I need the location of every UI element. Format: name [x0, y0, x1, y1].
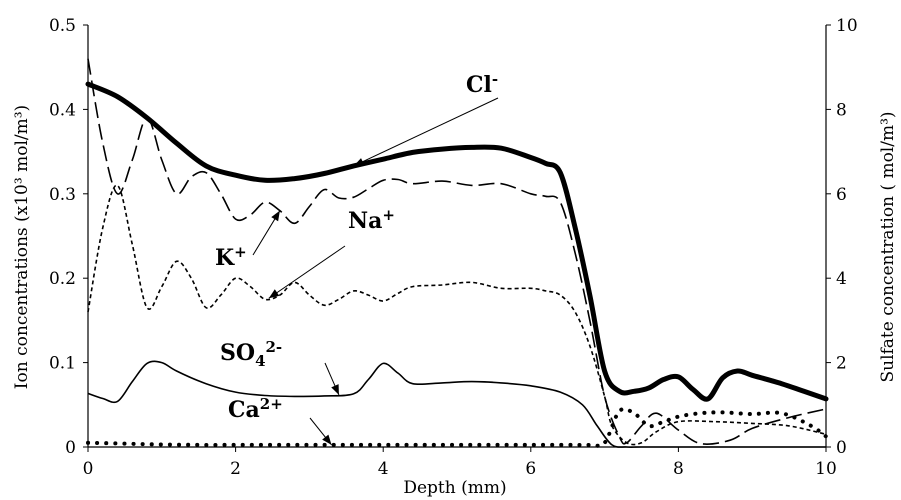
annotation-arrow — [268, 245, 346, 299]
x-tick-label: 4 — [378, 459, 389, 479]
x-tick-label: 6 — [525, 459, 536, 479]
annotation-k: K+ — [215, 243, 247, 271]
annotation-text: K — [215, 245, 235, 271]
annotation-layer: Cl-K+Na+SO42-Ca2+ — [215, 70, 499, 446]
annotation-sup: 2- — [266, 338, 283, 356]
annotation-arrowhead — [353, 158, 365, 166]
x-axis-title: Depth (mm) — [403, 478, 506, 498]
annotation-sub: 4 — [255, 352, 265, 370]
annotation-so4-2: SO42- — [220, 338, 282, 370]
y-left-tick-label: 0.4 — [49, 100, 76, 120]
y-left-tick-label: 0.5 — [49, 16, 76, 36]
series-line-na — [87, 184, 827, 446]
annotation-arrowhead — [271, 210, 280, 222]
annotation-arrowhead — [331, 384, 339, 395]
annotation-sup: 2+ — [260, 395, 283, 413]
y-right-tick-label: 10 — [836, 16, 858, 36]
series-line-so4-2 — [87, 360, 826, 448]
annotation-cl: Cl- — [466, 70, 498, 98]
y-axis-left-title: Ion concentrations (x10³ mol/m³) — [12, 105, 32, 389]
y-right-tick-label: 8 — [836, 100, 847, 120]
y-axis-right-title: Sulfate concentration ( mol/m³) — [878, 111, 898, 382]
series-layer — [85, 58, 829, 448]
annotation-sup: - — [492, 70, 498, 88]
x-tick-label: 10 — [815, 459, 837, 479]
plot-frame — [87, 25, 827, 448]
y-left-tick-label: 0 — [65, 438, 76, 458]
annotation-text: SO — [220, 340, 255, 366]
y-right-tick-label: 2 — [836, 354, 847, 374]
annotation-text: Cl — [466, 72, 492, 98]
annotation-text: Na — [348, 208, 382, 234]
series-line-k — [87, 58, 827, 445]
annotation-ca2: Ca2+ — [228, 395, 283, 423]
y-right-tick-label: 4 — [836, 269, 847, 289]
series-line-ca2 — [86, 406, 828, 448]
annotation-sup: + — [382, 206, 395, 224]
x-tick-label: 0 — [83, 459, 94, 479]
annotation-text: Ca — [228, 397, 260, 423]
annotation-sup: + — [234, 243, 247, 261]
annotation-arrowhead — [268, 289, 280, 299]
y-left-tick-label: 0.2 — [49, 269, 76, 289]
y-right-tick-label: 0 — [836, 438, 847, 458]
annotation-arrowhead — [322, 434, 332, 445]
y-right-tick-label: 6 — [836, 185, 847, 205]
x-tick-label: 2 — [230, 459, 241, 479]
annotation-na: Na+ — [348, 206, 395, 234]
annotation-arrow — [353, 97, 499, 167]
y-left-tick-label: 0.3 — [49, 185, 76, 205]
x-tick-label: 8 — [673, 459, 684, 479]
y-left-tick-label: 0.1 — [49, 354, 76, 374]
series-line-cl — [85, 81, 829, 402]
